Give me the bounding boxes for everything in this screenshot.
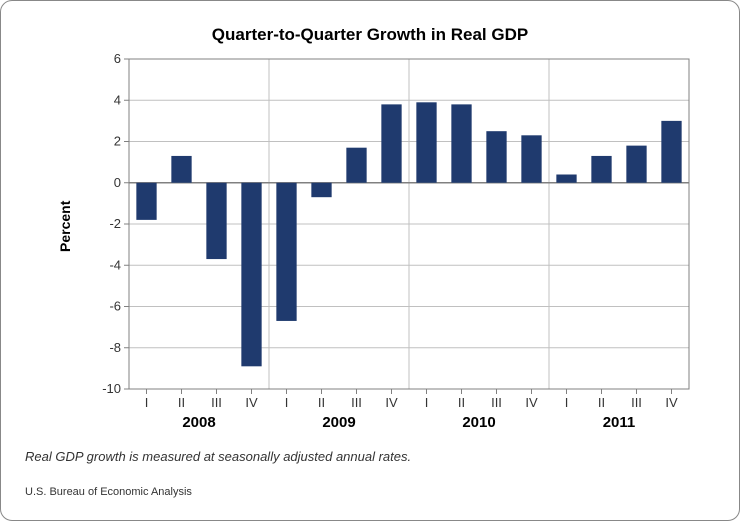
- bar: [521, 135, 541, 182]
- bar: [451, 104, 471, 182]
- chart-area: Percent -10-8-6-4-20246IIIIIIIVIIIIIIIVI…: [95, 53, 695, 439]
- quarter-tick-label: III: [351, 395, 362, 410]
- bar: [346, 148, 366, 183]
- bar: [136, 183, 156, 220]
- bar: [381, 104, 401, 182]
- bar: [661, 121, 681, 183]
- svg-text:4: 4: [114, 92, 121, 107]
- year-label: 2011: [603, 414, 636, 431]
- bar: [206, 183, 226, 259]
- quarter-tick-label: I: [565, 395, 569, 410]
- quarter-tick-label: II: [598, 395, 605, 410]
- svg-text:-4: -4: [109, 257, 121, 272]
- chart-title: Quarter-to-Quarter Growth in Real GDP: [25, 25, 715, 45]
- bar: [591, 156, 611, 183]
- quarter-tick-label: IV: [245, 395, 258, 410]
- svg-text:-2: -2: [109, 216, 121, 231]
- quarter-tick-label: III: [631, 395, 642, 410]
- source-text: U.S. Bureau of Economic Analysis: [25, 486, 715, 498]
- year-label: 2009: [322, 414, 355, 431]
- quarter-tick-label: IV: [665, 395, 678, 410]
- bar: [241, 183, 261, 367]
- quarter-tick-label: II: [318, 395, 325, 410]
- bar: [416, 102, 436, 182]
- quarter-tick-label: II: [458, 395, 465, 410]
- quarter-tick-label: III: [491, 395, 502, 410]
- svg-text:0: 0: [114, 175, 121, 190]
- bar: [486, 131, 506, 183]
- footnote-text: Real GDP growth is measured at seasonall…: [25, 449, 715, 464]
- bar: [556, 175, 576, 183]
- quarter-tick-label: IV: [525, 395, 538, 410]
- quarter-tick-label: I: [145, 395, 149, 410]
- bar: [311, 183, 331, 197]
- quarter-tick-label: II: [178, 395, 185, 410]
- chart-card: Quarter-to-Quarter Growth in Real GDP Pe…: [0, 0, 740, 521]
- svg-text:-6: -6: [109, 299, 121, 314]
- bar-chart-svg: -10-8-6-4-20246IIIIIIIVIIIIIIIVIIIIIIIVI…: [95, 53, 695, 439]
- bar: [626, 146, 646, 183]
- quarter-tick-label: I: [425, 395, 429, 410]
- bar: [276, 183, 296, 321]
- svg-text:-10: -10: [102, 381, 121, 396]
- quarter-tick-label: III: [211, 395, 222, 410]
- quarter-tick-label: I: [285, 395, 289, 410]
- quarter-tick-label: IV: [385, 395, 398, 410]
- y-axis-label: Percent: [57, 201, 73, 252]
- year-label: 2010: [462, 414, 495, 431]
- svg-text:2: 2: [114, 134, 121, 149]
- svg-text:-8: -8: [109, 340, 121, 355]
- bar: [171, 156, 191, 183]
- year-label: 2008: [182, 414, 215, 431]
- svg-text:6: 6: [114, 53, 121, 66]
